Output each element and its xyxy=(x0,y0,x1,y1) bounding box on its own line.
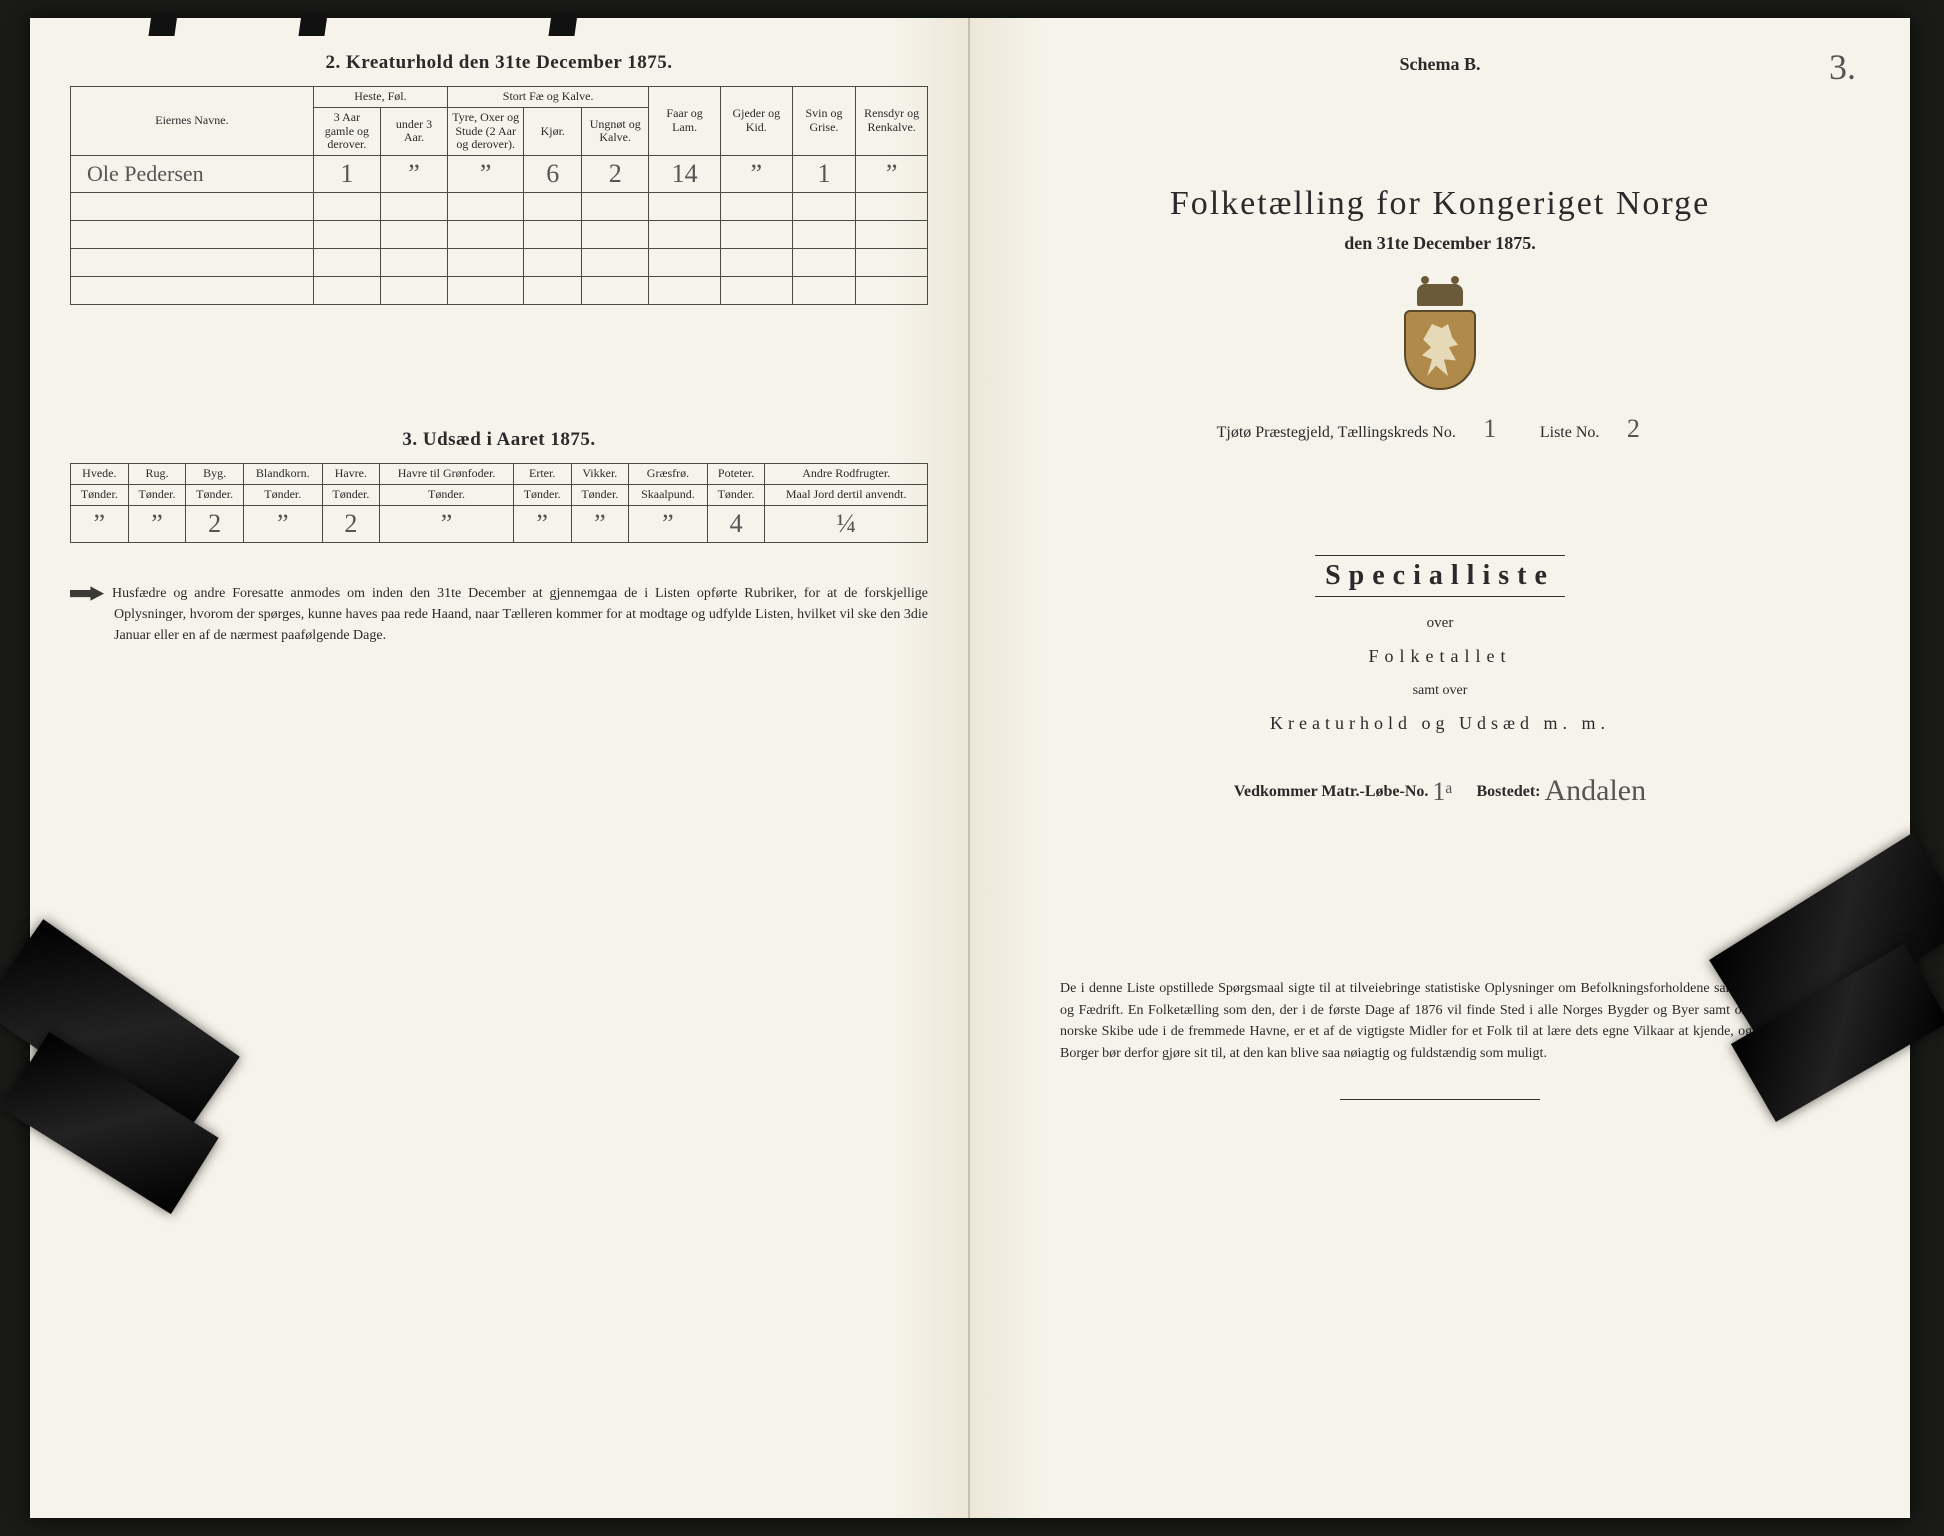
table-row: Ole Pedersen 1 ” ” 6 2 14 ” 1 ” xyxy=(71,156,928,193)
table-udsaed: Hvede. Rug. Byg. Blandkorn. Havre. Havre… xyxy=(70,463,928,543)
col-byg: Byg. xyxy=(186,464,244,485)
matr-no: 1ᵃ xyxy=(1432,777,1452,806)
footnote-text: Husfædre og andre Foresatte anmodes om i… xyxy=(112,586,928,643)
col-heste-a: 3 Aar gamle og derover. xyxy=(313,107,380,155)
cell: ” xyxy=(380,156,447,193)
bostedet-label: Bostedet: xyxy=(1476,783,1540,800)
col-ren: Rensdyr og Renkalve. xyxy=(856,87,928,156)
liste-label: Liste No. xyxy=(1540,424,1600,441)
pointing-hand-icon xyxy=(70,585,104,603)
unit: Tønder. xyxy=(243,484,322,505)
cell: 2 xyxy=(322,505,380,542)
census-title: Folketælling for Kongeriget Norge xyxy=(1010,185,1870,223)
cell: ” xyxy=(571,505,629,542)
col-svin: Svin og Grise. xyxy=(792,87,856,156)
unit: Skaalpund. xyxy=(629,484,708,505)
footnote-left: Husfædre og andre Foresatte anmodes om i… xyxy=(70,583,928,646)
col-erter: Erter. xyxy=(513,464,571,485)
col-rug: Rug. xyxy=(128,464,186,485)
cell: 1 xyxy=(792,156,856,193)
table-row xyxy=(71,221,928,249)
cell: 6 xyxy=(524,156,582,193)
left-page: 2. Kreaturhold den 31te December 1875. E… xyxy=(30,18,970,1518)
unit: Tønder. xyxy=(707,484,765,505)
book-spread: 2. Kreaturhold den 31te December 1875. E… xyxy=(30,18,1910,1518)
col-poteter: Poteter. xyxy=(707,464,765,485)
folketallet-label: Folketallet xyxy=(1010,646,1870,667)
bostedet-value: Andalen xyxy=(1544,774,1646,807)
section3-title: 3. Udsæd i Aaret 1875. xyxy=(70,429,928,451)
table-kreaturhold: Eiernes Navne. Heste, Føl. Stort Fæ og K… xyxy=(70,86,928,305)
col-gjeder: Gjeder og Kid. xyxy=(720,87,792,156)
table-row: ” ” 2 ” 2 ” ” ” ” 4 ¼ xyxy=(71,505,928,542)
col-andre: Andre Rodfrugter. xyxy=(765,464,928,485)
col-vikker: Vikker. xyxy=(571,464,629,485)
col-faar: Faar og Lam. xyxy=(649,87,721,156)
vedkommer-line: Vedkommer Matr.-Løbe-No. 1ᵃ Bostedet: An… xyxy=(1010,774,1870,808)
cell: 2 xyxy=(582,156,649,193)
coat-of-arms-icon xyxy=(1395,284,1485,394)
district-prefix: Tjøtø Præstegjeld, Tællingskreds No. xyxy=(1217,424,1456,441)
section2-title: 2. Kreaturhold den 31te December 1875. xyxy=(70,52,928,74)
cell: ” xyxy=(128,505,186,542)
cell: ” xyxy=(448,156,524,193)
table-row xyxy=(71,193,928,221)
col-havre-gron: Havre til Grønfoder. xyxy=(380,464,514,485)
vedkommer-label: Vedkommer Matr.-Løbe-No. xyxy=(1234,783,1429,800)
col-fae-a: Tyre, Oxer og Stude (2 Aar og derover). xyxy=(448,107,524,155)
cell: ” xyxy=(513,505,571,542)
table-row xyxy=(71,277,928,305)
cell: 1 xyxy=(313,156,380,193)
footnote-right: De i denne Liste opstillede Spørgsmaal s… xyxy=(1060,978,1820,1065)
col-havre: Havre. xyxy=(322,464,380,485)
edge-mark xyxy=(148,14,177,36)
col-graesfro: Græsfrø. xyxy=(629,464,708,485)
edge-mark xyxy=(298,14,327,36)
census-subtitle: den 31te December 1875. xyxy=(1010,233,1870,254)
cell: ” xyxy=(71,505,129,542)
col-group-heste: Heste, Føl. xyxy=(313,87,447,108)
col-heste-b: under 3 Aar. xyxy=(380,107,447,155)
unit: Tønder. xyxy=(322,484,380,505)
right-page: 3. Schema B. Folketælling for Kongeriget… xyxy=(970,18,1910,1518)
col-eiernes-navne: Eiernes Navne. xyxy=(71,87,314,156)
col-hvede: Hvede. xyxy=(71,464,129,485)
col-fae-c: Ungnøt og Kalve. xyxy=(582,107,649,155)
cell: ¼ xyxy=(765,505,928,542)
cell: ” xyxy=(243,505,322,542)
divider xyxy=(1340,1099,1540,1100)
col-blandkorn: Blandkorn. xyxy=(243,464,322,485)
cell: ” xyxy=(856,156,928,193)
cell: 2 xyxy=(186,505,244,542)
over-label: over xyxy=(1010,615,1870,632)
edge-mark xyxy=(548,14,577,36)
cell: ” xyxy=(720,156,792,193)
schema-label: Schema B. xyxy=(1010,54,1870,75)
unit: Tønder. xyxy=(513,484,571,505)
table-row xyxy=(71,249,928,277)
cell: ” xyxy=(629,505,708,542)
col-group-fae: Stort Fæ og Kalve. xyxy=(448,87,649,108)
specialliste-text: Specialliste xyxy=(1315,555,1565,597)
cell: 14 xyxy=(649,156,721,193)
cell: ” xyxy=(380,505,514,542)
unit: Tønder. xyxy=(186,484,244,505)
unit: Tønder. xyxy=(128,484,186,505)
unit: Tønder. xyxy=(71,484,129,505)
cell-name: Ole Pedersen xyxy=(71,156,314,193)
district-no: 1 xyxy=(1460,414,1520,445)
page-number: 3. xyxy=(1829,46,1856,88)
unit: Maal Jord dertil anvendt. xyxy=(765,484,928,505)
unit: Tønder. xyxy=(380,484,514,505)
liste-no: 2 xyxy=(1603,414,1663,445)
specialliste-heading: Specialliste xyxy=(1010,555,1870,597)
col-fae-b: Kjør. xyxy=(524,107,582,155)
kreatur-label: Kreaturhold og Udsæd m. m. xyxy=(1010,713,1870,734)
samt-label: samt over xyxy=(1010,683,1870,699)
cell: 4 xyxy=(707,505,765,542)
district-line: Tjøtø Præstegjeld, Tællingskreds No. 1 L… xyxy=(1010,414,1870,445)
unit: Tønder. xyxy=(571,484,629,505)
